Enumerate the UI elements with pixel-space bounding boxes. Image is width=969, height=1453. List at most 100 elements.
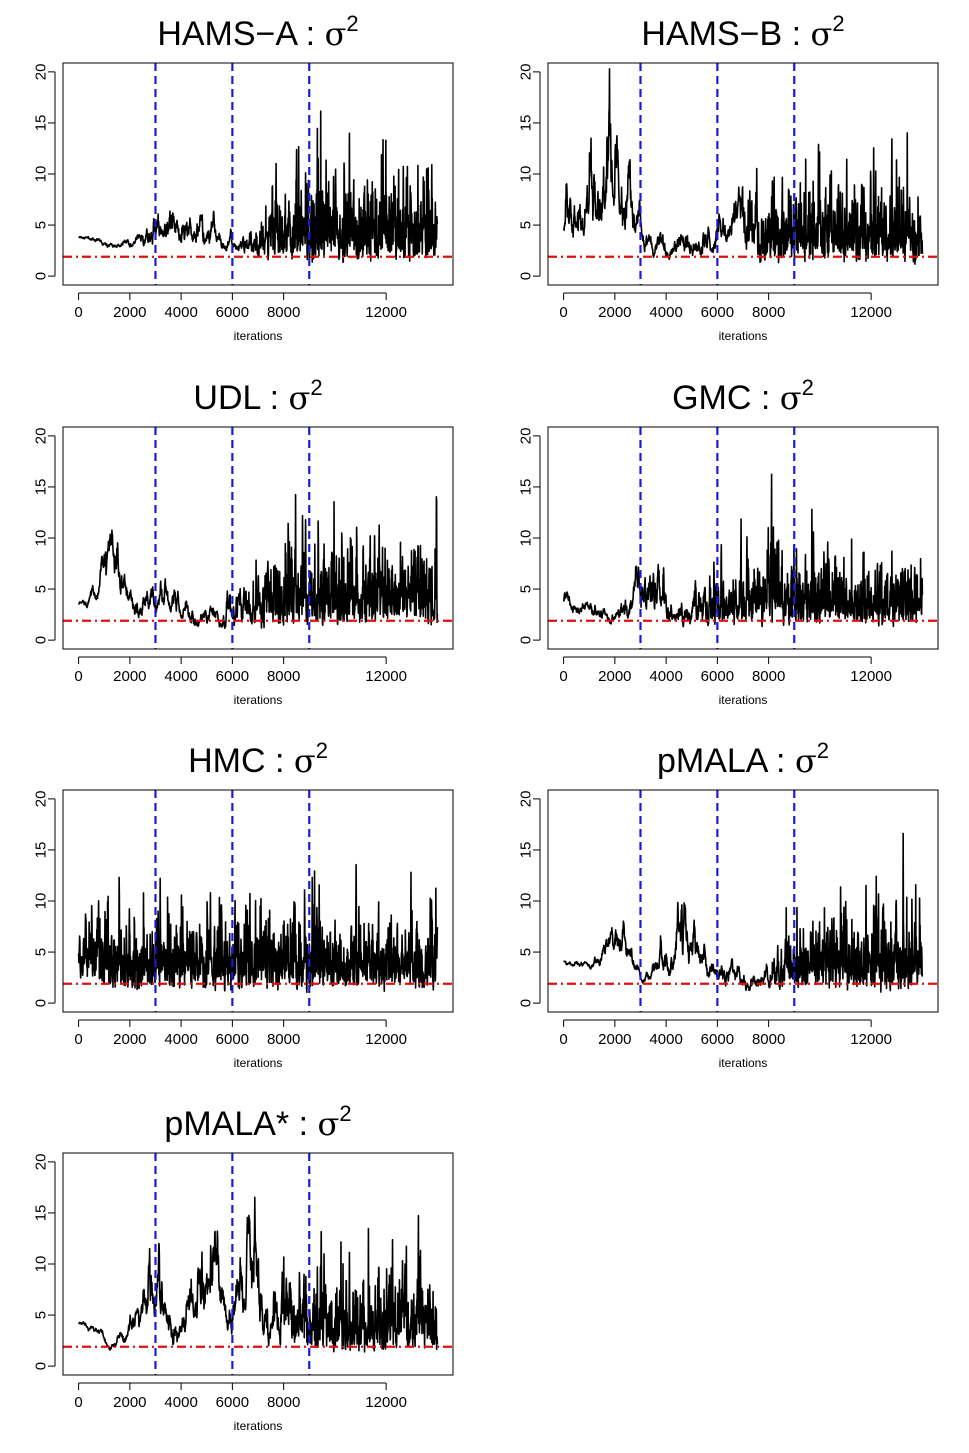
- trace-line: [562, 68, 924, 265]
- x-tick-label: 2000: [113, 304, 146, 321]
- y-tick-label: 10: [518, 893, 535, 910]
- x-tick-label: 12000: [850, 1031, 892, 1048]
- y-tick-label: 15: [33, 115, 50, 132]
- y-tick-label: 10: [33, 530, 50, 547]
- y-tick-label: 15: [33, 479, 50, 496]
- title-superscript: 2: [802, 375, 814, 400]
- x-tick-label: 12000: [365, 304, 407, 321]
- x-tick-label: 2000: [113, 1394, 146, 1411]
- sigma-symbol: σ: [289, 379, 311, 417]
- y-tick-label: 5: [518, 585, 535, 593]
- y-tick-label: 20: [33, 64, 50, 81]
- y-tick-label: 5: [518, 221, 535, 229]
- panel-title: GMC : σ2: [672, 375, 814, 417]
- y-tick-label: 5: [33, 221, 50, 229]
- x-tick-label: 2000: [598, 304, 631, 321]
- panel-title-text: HAMS−A :: [157, 15, 324, 53]
- x-tick-label: 4000: [649, 668, 682, 685]
- y-tick-label: 5: [33, 585, 50, 593]
- panel-title: pMALA* : σ2: [164, 1101, 351, 1143]
- x-tick-label: 0: [74, 304, 82, 321]
- y-tick-label: 5: [33, 948, 50, 956]
- x-tick-label: 8000: [267, 1394, 300, 1411]
- x-tick-label: 12000: [850, 668, 892, 685]
- x-tick-label: 4000: [164, 304, 197, 321]
- x-tick-label: 0: [559, 304, 567, 321]
- x-tick-label: 8000: [752, 668, 785, 685]
- x-tick-label: 4000: [649, 1031, 682, 1048]
- x-tick-label: 4000: [164, 1394, 197, 1411]
- x-tick-label: 8000: [752, 1031, 785, 1048]
- trace-panel-4: 0 2000 4000 6000 8000 12000 0 5 10 15 20 iterations…: [518, 375, 939, 707]
- trace-line: [78, 110, 439, 264]
- sigma-symbol: σ: [294, 742, 316, 780]
- panel-title-text: GMC :: [672, 379, 780, 417]
- x-tick-label: 2000: [113, 1031, 146, 1048]
- panel-title-text: pMALA* :: [164, 1105, 317, 1143]
- sigma-symbol: σ: [795, 742, 817, 780]
- y-tick-label: 10: [518, 166, 535, 183]
- x-axis-label: iterations: [719, 1056, 768, 1070]
- x-tick-label: 6000: [701, 1031, 734, 1048]
- y-tick-label: 10: [33, 1256, 50, 1273]
- sigma-symbol: σ: [317, 1105, 339, 1143]
- panel-title: pMALA : σ2: [657, 738, 829, 780]
- title-superscript: 2: [346, 11, 358, 36]
- panel-title-text: HAMS−B :: [641, 15, 810, 53]
- y-tick-label: 10: [33, 166, 50, 183]
- x-tick-label: 6000: [216, 668, 249, 685]
- title-superscript: 2: [310, 375, 322, 400]
- x-tick-label: 6000: [216, 304, 249, 321]
- sigma-symbol: σ: [811, 15, 833, 53]
- x-tick-label: 2000: [598, 1031, 631, 1048]
- panel-title-text: pMALA :: [657, 742, 795, 780]
- x-tick-label: 4000: [164, 668, 197, 685]
- y-tick-label: 20: [518, 428, 535, 445]
- x-axis-label: iterations: [234, 329, 283, 343]
- plot-frame: [62, 1152, 454, 1376]
- y-tick-label: 5: [33, 1311, 50, 1319]
- x-tick-label: 12000: [365, 668, 407, 685]
- x-axis-label: iterations: [719, 693, 768, 707]
- y-tick-label: 15: [33, 1205, 50, 1222]
- x-tick-label: 0: [559, 668, 567, 685]
- plot-frame: [62, 426, 454, 650]
- x-tick-label: 6000: [216, 1031, 249, 1048]
- trace-line: [563, 832, 924, 993]
- y-tick-label: 10: [518, 530, 535, 547]
- panel-title: HAMS−A : σ2: [157, 11, 358, 53]
- plot-frame: [62, 62, 454, 286]
- y-tick-label: 20: [518, 64, 535, 81]
- y-tick-label: 15: [518, 479, 535, 496]
- x-axis-label: iterations: [234, 1056, 283, 1070]
- panel-title-text: HMC :: [188, 742, 294, 780]
- x-axis-label: iterations: [234, 1419, 283, 1433]
- y-tick-label: 0: [33, 1362, 50, 1370]
- x-tick-label: 2000: [598, 668, 631, 685]
- x-tick-label: 12000: [365, 1394, 407, 1411]
- sigma-symbol: σ: [325, 15, 347, 53]
- title-superscript: 2: [817, 738, 829, 763]
- y-tick-label: 20: [33, 428, 50, 445]
- y-tick-label: 10: [33, 893, 50, 910]
- y-tick-label: 0: [518, 636, 535, 644]
- x-tick-label: 4000: [164, 1031, 197, 1048]
- trace-line: [562, 473, 924, 628]
- trace-panel-5: 0 2000 4000 6000 8000 12000 0 5 10 15 20 iterations…: [33, 738, 454, 1070]
- x-tick-label: 8000: [267, 668, 300, 685]
- plot-frame: [547, 426, 939, 650]
- y-tick-label: 20: [518, 791, 535, 808]
- y-tick-label: 20: [33, 1154, 50, 1171]
- x-tick-label: 8000: [267, 1031, 300, 1048]
- x-axis-label: iterations: [234, 693, 283, 707]
- y-tick-label: 0: [518, 272, 535, 280]
- y-tick-label: 0: [33, 272, 50, 280]
- y-tick-label: 15: [518, 842, 535, 859]
- y-tick-label: 5: [518, 948, 535, 956]
- trace-line: [77, 863, 439, 994]
- x-tick-label: 0: [74, 668, 82, 685]
- trace-line: [78, 493, 439, 630]
- x-tick-label: 2000: [113, 668, 146, 685]
- trace-panel-2: 0 2000 4000 6000 8000 12000 0 5 10 15 20 iterations…: [518, 11, 939, 343]
- sigma-symbol: σ: [780, 379, 802, 417]
